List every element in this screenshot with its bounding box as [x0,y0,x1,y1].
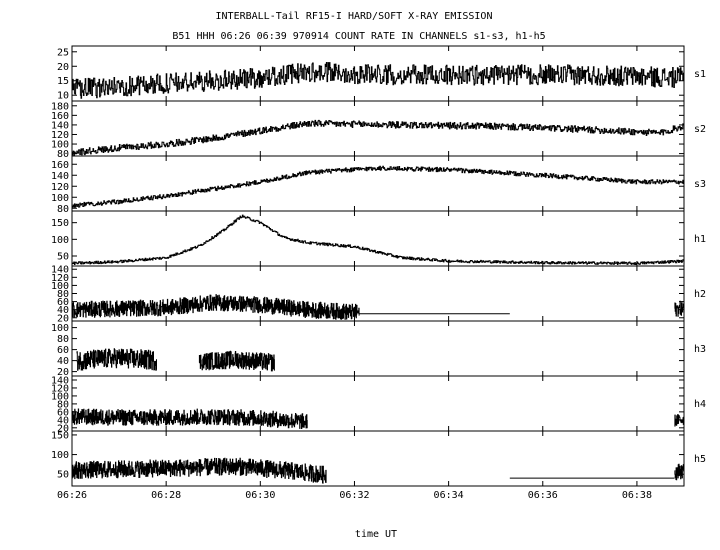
channel-label: s1 [694,69,706,80]
x-tick-label: 06:30 [245,490,275,501]
panel-h1: 50 100 150 h1 [51,210,706,267]
y-tick-label: 80 [57,399,69,410]
panel-frame [71,430,685,487]
channel-label: h3 [694,344,706,355]
y-tick-label: 100 [51,193,69,204]
y-tick-label: 120 [51,182,69,193]
y-tick-label: 120 [51,273,69,284]
chart-title: INTERBALL-Tail RF15-I HARD/SOFT X-RAY EM… [216,11,493,22]
series-h1-segment-0 [72,214,685,265]
y-tick-label: 100 [51,323,69,334]
y-tick-label: 40 [57,415,69,426]
y-tick-label: 20 [57,367,69,378]
y-tick-label: 80 [57,334,69,345]
y-tick-label: 160 [51,111,69,122]
x-tick-label: 06:32 [339,490,369,501]
y-tick-label: 100 [51,140,69,151]
panel-s1: 10 15 20 25 s1 [57,45,706,102]
series-h4-segment-0 [71,408,308,429]
x-tick-label: 06:36 [528,490,558,501]
series-h3-segment-1 [198,350,275,372]
y-tick-label: 60 [57,345,69,356]
panel-frame [71,320,685,377]
series-h2-segment-0 [71,294,360,320]
y-tick-label: 140 [51,375,69,386]
channel-label: h4 [694,399,706,410]
y-tick-label: 80 [57,289,69,300]
channel-label: s3 [694,179,706,190]
y-tick-label: 40 [57,356,69,367]
x-tick-label: 06:28 [151,490,181,501]
y-tick-label: 140 [51,120,69,131]
y-tick-label: 20 [57,62,69,73]
x-tick-label: 06:34 [434,490,464,501]
panel-frame [71,155,685,212]
y-tick-label: 80 [57,204,69,215]
chart-subtitle: B51 HHH 06:26 06:39 970914 COUNT RATE IN… [172,31,545,42]
y-tick-label: 120 [51,130,69,141]
y-tick-label: 100 [51,235,69,246]
y-tick-label: 50 [57,252,69,263]
y-tick-label: 15 [57,76,69,87]
y-tick-label: 50 [57,470,69,481]
y-tick-label: 160 [51,160,69,171]
y-tick-label: 20 [57,423,69,434]
series-s2-segment-0 [72,119,685,156]
y-tick-label: 140 [51,265,69,276]
series-h5-segment-2 [674,463,685,481]
channel-label: s2 [694,124,706,135]
y-tick-label: 80 [57,149,69,160]
x-tick-label: 06:38 [622,490,652,501]
channel-label: h5 [694,454,706,465]
x-tick-label: 06:26 [57,490,87,501]
channel-label: h1 [694,234,706,245]
y-tick-label: 20 [57,313,69,324]
panels: 10152025s180100120140160180s280100120140… [51,45,706,501]
y-tick-label: 150 [51,218,69,229]
y-tick-label: 120 [51,383,69,394]
y-tick-label: 180 [51,101,69,112]
y-tick-label: 10 [57,91,69,102]
panel-h5: 50 100 150 h5 [51,430,706,487]
series-h2-segment-2 [674,300,685,317]
series-h3-segment-0 [76,348,157,371]
series-h5-segment-0 [71,457,327,484]
y-tick-label: 150 [51,430,69,441]
y-tick-label: 100 [51,450,69,461]
series-h4-segment-1 [674,414,685,427]
y-tick-label: 60 [57,297,69,308]
series-s3-segment-0 [72,165,685,208]
y-tick-label: 40 [57,305,69,316]
y-tick-label: 100 [51,281,69,292]
y-tick-label: 100 [51,391,69,402]
series-s1-segment-0 [72,62,685,99]
y-tick-label: 25 [57,47,69,58]
x-axis-label: time UT [355,529,397,540]
y-tick-label: 60 [57,407,69,418]
y-tick-label: 140 [51,171,69,182]
channel-label: h2 [694,289,706,300]
